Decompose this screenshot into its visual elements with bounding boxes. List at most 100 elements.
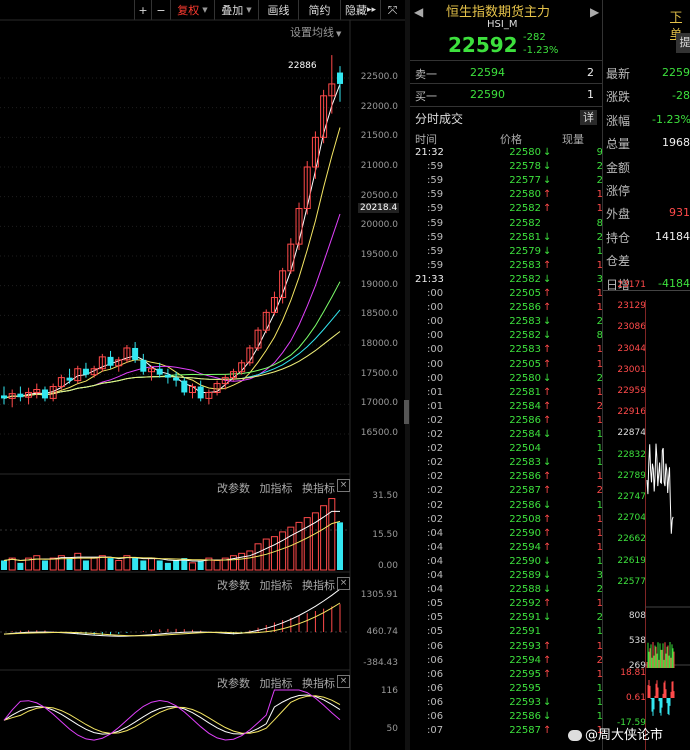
stat-label: 日增: [606, 277, 631, 292]
candle-body-up: [49, 386, 57, 399]
kdj-line: [3, 694, 341, 735]
trade-row: :01 22584 ↑ 2: [415, 400, 603, 415]
price-axis-label: 19000.0: [360, 279, 398, 290]
trade-row: 21:33 22582 ↓ 3: [415, 274, 603, 288]
zoom-out-button[interactable]: −: [151, 0, 170, 20]
volume-bar-up: [188, 562, 196, 571]
next-instrument-icon[interactable]: ▶: [590, 5, 600, 19]
ind1-swap-button[interactable]: 换指标: [302, 482, 335, 495]
volume-bar-up: [295, 521, 303, 571]
candle-body-down: [140, 359, 147, 372]
ind3-params-button[interactable]: 改参数: [217, 677, 250, 690]
instrument-code: HSI_M: [487, 19, 518, 30]
candle-body-up: [98, 356, 106, 370]
volume-bar-up: [115, 559, 123, 571]
price-axis-label: 17000.0: [360, 398, 398, 409]
trade-time: :02: [427, 457, 444, 469]
mini-price-label: 23044: [617, 343, 646, 354]
trade-price: 22586: [509, 499, 541, 511]
trade-time: 21:32: [415, 147, 444, 158]
trade-time: :59: [427, 231, 444, 243]
volume-bar-up: [238, 552, 246, 571]
mini-volume-label: 269: [628, 661, 646, 671]
ind3-close-icon[interactable]: ×: [337, 675, 350, 688]
mini-intraday-chart: [645, 300, 690, 750]
kline-chart[interactable]: [0, 0, 405, 750]
side-button[interactable]: 提: [676, 33, 690, 53]
ind1-close-icon[interactable]: ×: [337, 479, 350, 492]
trades-title: 分时成交: [415, 112, 464, 126]
trade-price: 22594: [509, 654, 541, 666]
ma-settings-link[interactable]: 设置均线 ▼: [290, 24, 341, 40]
trade-volume: 1: [596, 626, 603, 638]
stat-value: -4184: [658, 276, 690, 290]
mini-volume-label: 538: [628, 636, 646, 646]
ind2-params-button[interactable]: 改参数: [217, 579, 250, 592]
ind2-swap-button[interactable]: 换指标: [302, 579, 335, 592]
rights-adjust-button[interactable]: 复权 ▼: [170, 0, 214, 20]
hide-button[interactable]: 隐藏 ▸▸: [340, 0, 380, 20]
volume-bar-up: [90, 557, 98, 571]
trade-price: 22504: [509, 443, 541, 455]
ask1-label: 卖一: [415, 68, 437, 81]
mini-price-label: 22704: [617, 513, 646, 524]
splitter-handle[interactable]: [404, 400, 409, 424]
trades-detail-button[interactable]: 详: [580, 110, 597, 125]
zoom-in-button[interactable]: +: [134, 0, 151, 20]
trade-volume: 1: [596, 429, 603, 440]
ind2-add-button[interactable]: 加指标: [259, 579, 293, 592]
trade-time: :06: [427, 668, 444, 680]
trade-time: :00: [427, 372, 444, 384]
ind2-close-icon[interactable]: ×: [337, 577, 350, 590]
draw-line-button[interactable]: 画线: [258, 0, 298, 20]
trade-price: 22578: [509, 161, 541, 173]
trade-price: 22582: [509, 330, 541, 342]
trade-time: :00: [427, 302, 444, 314]
trade-volume: 1: [596, 527, 603, 539]
trade-price: 22583: [509, 344, 541, 356]
brief-button[interactable]: 简约: [298, 0, 340, 20]
high-price-label: 22886: [288, 61, 317, 71]
arrow-down-icon: ↓: [543, 330, 552, 342]
price-change-pct: -1.23%: [523, 45, 559, 56]
trade-row: :05 22591 ↓ 2: [415, 612, 603, 626]
volume-bar-down: [337, 522, 343, 570]
arrow-down-icon: ↓: [543, 555, 552, 567]
ind3-axis-mid: 50: [386, 724, 398, 734]
candle-body-up: [238, 362, 246, 373]
trade-row: :02 22583 ↓ 1: [415, 457, 603, 471]
trade-row: :02 22508 ↑ 1: [415, 514, 603, 528]
mini-price-label: 23001: [617, 364, 646, 375]
ind1-params-button[interactable]: 改参数: [217, 482, 250, 495]
candle-body-up: [115, 359, 123, 367]
mini-price-label: 22916: [617, 407, 646, 418]
trade-time: :59: [427, 245, 444, 257]
trade-time: :59: [427, 217, 444, 229]
trade-volume: 2: [596, 231, 603, 243]
prev-instrument-icon[interactable]: ◀: [414, 5, 424, 19]
trade-time: :05: [427, 612, 444, 624]
trade-row: :00 22583 ↓ 2: [415, 316, 603, 330]
volume-bar-down: [1, 560, 7, 570]
trade-volume: 1: [596, 443, 603, 455]
trade-row: :59 22582 ↑ 1: [415, 203, 603, 217]
arrow-down-icon: ↓: [543, 570, 552, 581]
arrow-up-icon: ↑: [543, 471, 552, 483]
trade-price: 22580: [509, 372, 541, 384]
overlay-button[interactable]: 叠加 ▼: [214, 0, 258, 20]
volume-bar-up: [8, 557, 16, 571]
trade-time: :01: [427, 386, 444, 398]
arrow-down-icon: ↓: [543, 457, 552, 469]
trade-price: 22584: [509, 400, 541, 412]
arrow-down-icon: ↓: [543, 175, 552, 187]
ind3-add-button[interactable]: 加指标: [259, 677, 293, 690]
ind3-swap-button[interactable]: 换指标: [302, 677, 335, 690]
expand-button[interactable]: ⤧: [380, 0, 404, 20]
trade-time: :04: [427, 541, 444, 553]
ind1-add-button[interactable]: 加指标: [259, 482, 293, 495]
ma-settings-label: 设置均线: [290, 26, 334, 39]
ind1-axis-bottom: 0.00: [377, 561, 398, 571]
volume-bar-down: [41, 560, 48, 570]
candle-body-down: [156, 368, 163, 375]
mini-price-label: 22662: [617, 534, 646, 545]
